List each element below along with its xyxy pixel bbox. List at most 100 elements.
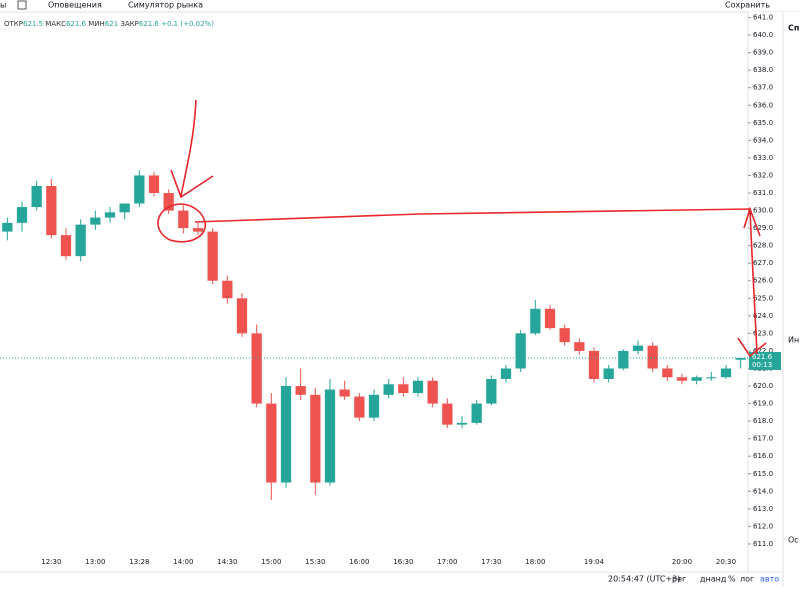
y-tick-label: 623.0 <box>753 329 773 337</box>
y-tick-label: 633.0 <box>753 154 773 162</box>
x-tick-label: 15:30 <box>305 558 325 566</box>
candle-body <box>486 379 497 404</box>
x-tick-label: 14:00 <box>173 558 193 566</box>
candle-body <box>236 298 248 334</box>
x-tick-label: 19:04 <box>584 558 605 566</box>
sidebar-item: Ин <box>788 336 799 345</box>
annotations <box>157 99 767 358</box>
countdown: 00:13 <box>752 361 772 369</box>
candle-body <box>662 368 673 378</box>
y-tick-label: 639.0 <box>753 49 773 57</box>
candle-body <box>75 224 86 257</box>
candle-body <box>207 231 218 281</box>
candle-body <box>266 403 277 483</box>
x-tick-label: 13:28 <box>129 558 149 566</box>
candle-body <box>46 185 57 236</box>
sidebar <box>783 12 800 586</box>
candle-body <box>530 308 541 334</box>
session-button[interactable]: рег <box>672 575 686 584</box>
x-tick-label: 12:30 <box>41 558 61 566</box>
y-tick-label: 622.0 <box>753 347 773 355</box>
legend-label: ОТКР <box>4 20 23 28</box>
y-tick-label: 611.0 <box>753 540 773 548</box>
y-tick-label: 637.0 <box>753 84 773 92</box>
candle-body <box>251 333 262 404</box>
candle-body <box>412 380 424 394</box>
candle-body <box>559 328 570 343</box>
legend-label: МИН <box>88 20 105 28</box>
y-tick-label: 635.0 <box>753 119 773 127</box>
log-button[interactable]: лог <box>740 575 754 584</box>
candle-body <box>310 394 321 483</box>
candle-body <box>544 308 556 329</box>
y-tick-label: 613.0 <box>753 505 773 513</box>
y-tick-label: 615.0 <box>753 470 773 478</box>
y-tick-label: 612.0 <box>753 522 773 530</box>
percent-button[interactable]: % <box>728 575 736 584</box>
x-tick-label: 13:00 <box>85 558 105 566</box>
arrow <box>180 99 197 197</box>
line <box>194 208 758 355</box>
candle-body <box>60 235 72 257</box>
save-button[interactable]: Сохранить <box>725 1 770 10</box>
y-tick-label: 627.0 <box>753 259 773 267</box>
candle-body <box>515 333 526 369</box>
auto-button[interactable]: авто <box>760 575 779 584</box>
y-tick-label: 640.0 <box>753 31 773 39</box>
candle-body <box>148 175 160 194</box>
sidebar-title: Спи <box>788 24 800 33</box>
candle-body <box>163 193 174 211</box>
arrowhead <box>743 206 761 237</box>
candle-body <box>603 368 614 380</box>
y-tick-label: 618.0 <box>753 417 773 425</box>
candle-body <box>427 380 438 404</box>
candle-body <box>647 345 658 369</box>
candle-body <box>720 368 732 378</box>
candle-body <box>16 207 28 223</box>
y-tick-label: 626.0 <box>753 277 773 285</box>
x-tick-label: 16:00 <box>349 558 369 566</box>
candle-body <box>119 203 130 213</box>
y-tick-label: 632.0 <box>753 171 773 179</box>
candle-body <box>691 377 702 381</box>
candle-body <box>442 403 453 425</box>
arrowhead <box>170 169 214 199</box>
candle-body <box>471 403 482 423</box>
x-tick-label: 17:00 <box>437 558 457 566</box>
candle-body <box>280 386 292 483</box>
legend-label: МАКС <box>45 20 66 28</box>
toolbar-item[interactable]: ы <box>0 1 6 10</box>
legend-value: 621.6 <box>66 20 87 28</box>
circle <box>157 203 206 243</box>
legend-value: 621 <box>105 20 118 28</box>
candle-body <box>500 368 512 380</box>
legend-change: +0.1 (+0.02%) <box>161 20 214 28</box>
y-tick-label: 634.0 <box>753 136 773 144</box>
y-tick-label: 628.0 <box>753 242 773 250</box>
candle-body <box>90 217 101 225</box>
y-tick-label: 625.0 <box>753 294 773 302</box>
candle-body <box>383 384 394 395</box>
y-tick-label: 619.0 <box>753 400 773 408</box>
y-tick-label: 630.0 <box>753 207 773 215</box>
candle-body <box>31 185 42 208</box>
alerts-button[interactable]: Оповещения <box>48 1 102 10</box>
candle-body <box>2 222 13 232</box>
y-tick-label: 620.0 <box>753 382 773 390</box>
last-price: 621.6 <box>752 353 773 361</box>
arrowhead <box>737 337 767 358</box>
legend-value: 621.6 <box>139 20 160 28</box>
candle-body <box>398 384 409 394</box>
simulator-button[interactable]: Симулятор рынка <box>128 1 203 10</box>
candle-body <box>632 345 644 351</box>
candle-body <box>339 389 350 397</box>
candle-body <box>706 377 717 379</box>
candle-body <box>456 422 468 425</box>
x-tick-label: 17:30 <box>481 558 501 566</box>
clock: 20:54:47 (UTC+3) <box>608 575 680 584</box>
adjust-button[interactable]: днанд <box>700 575 727 584</box>
candle-body <box>618 350 629 369</box>
layout-icon[interactable] <box>17 0 27 10</box>
y-tick-label: 638.0 <box>753 66 773 74</box>
